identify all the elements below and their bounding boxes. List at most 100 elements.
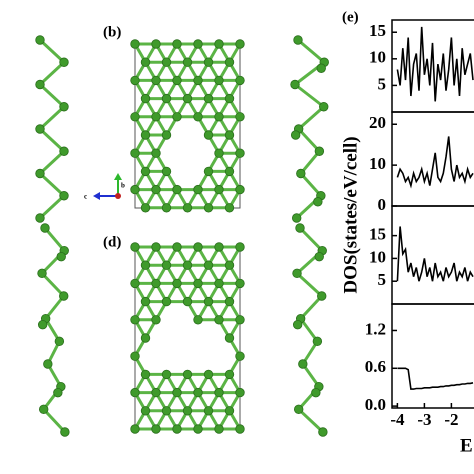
atom [130,112,140,122]
atom [161,260,172,270]
atom [214,387,224,398]
atom [214,278,224,289]
atom [182,260,193,270]
atom [224,203,235,213]
y-tick-label: 15 [369,21,386,40]
dos-panel: 0 10 20 [369,111,474,214]
y-tick-label: 20 [369,113,386,132]
atom [235,39,245,49]
bond [40,272,65,298]
bond [299,294,323,320]
atom [224,130,235,140]
atom [203,296,214,307]
bond [44,295,65,320]
atom [235,184,245,195]
bond [38,150,66,175]
axis-label: c [84,193,87,201]
atom [172,112,182,122]
atom [224,93,235,104]
bond [38,194,66,220]
arrow-head [114,173,122,180]
atom [37,268,47,279]
atom [314,251,324,262]
atom [203,203,214,213]
bond [294,83,325,108]
atom [54,336,65,347]
atom [59,291,69,301]
atom [193,184,203,195]
bond [38,172,66,197]
y-tick-label: 10 [369,48,386,67]
atom [35,79,45,90]
atom [295,223,305,233]
y-tick-label: 0.0 [365,395,386,414]
atom [193,424,203,434]
bond [297,127,321,153]
arrow-head [93,192,100,200]
axis-glyph: b c [84,173,125,201]
atom [53,387,63,398]
atom [151,75,161,86]
atom [35,35,45,45]
atom [151,112,161,122]
atom [203,93,214,104]
y-tick-label: 5 [378,74,387,93]
bond [42,408,66,434]
atom [140,166,151,177]
bond [38,38,66,64]
atom [318,427,328,437]
x-tick-label: -3 [417,410,431,429]
atom [235,351,245,361]
atom [224,406,235,416]
plot-frame [391,111,474,207]
atom [193,278,203,289]
atom [214,184,224,195]
atom [172,75,182,86]
atom [140,130,151,140]
atom [161,130,172,140]
atom [130,242,140,252]
y-tick-label: 10 [369,247,386,266]
atom [293,404,304,415]
atom [235,315,245,325]
atom [235,112,245,122]
atom [151,424,161,434]
atom [172,39,182,49]
atom [291,213,302,223]
atom [312,336,323,347]
atom [59,191,69,201]
bond [299,150,321,175]
atom [161,203,172,213]
atom [130,424,140,434]
atom [182,369,193,380]
atom [161,296,172,307]
atom [193,112,203,122]
atom [59,57,69,67]
origin-dot [115,193,121,199]
atom [193,39,203,49]
atom [140,369,151,380]
atom [214,315,224,325]
dos-panel: 5 10 15 [369,205,474,305]
atom [214,75,224,86]
dos-curve [396,26,474,102]
atom [224,260,235,270]
axis-label: b [121,182,125,190]
atom [130,75,140,86]
y-tick-label: 5 [378,270,387,289]
bond [43,227,66,252]
atom [151,387,161,398]
atom [140,203,151,213]
atom [193,242,203,252]
atom [130,39,140,49]
atom [235,148,245,158]
atom [235,278,245,289]
atom [314,146,325,156]
atom [182,93,193,104]
atom [130,387,140,398]
y-tick-label: 1.2 [365,319,386,338]
atom [161,406,172,416]
atom [193,75,203,86]
dos-panel: 0.0 0.6 1.2 -4 -3 -2 [365,303,474,429]
